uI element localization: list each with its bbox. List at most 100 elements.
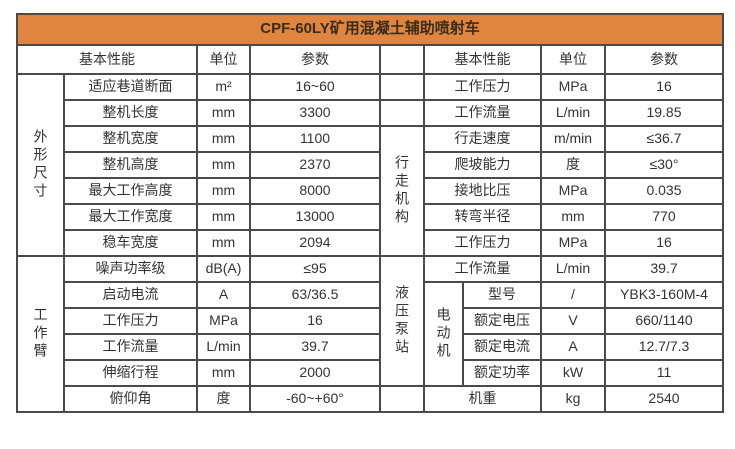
name-cell: 噪声功率级 [63, 255, 198, 283]
param-cell: 8000 [249, 177, 381, 205]
spacer-cell [379, 44, 425, 75]
name-cell: 额定电流 [462, 333, 542, 361]
name-cell: 适应巷道断面 [63, 73, 198, 101]
param-cell: 0.035 [604, 177, 724, 205]
unit-cell: A [196, 281, 251, 309]
header-unit-right: 单位 [540, 44, 606, 75]
name-cell: 整机高度 [63, 151, 198, 179]
param-cell: 3300 [249, 99, 381, 127]
param-cell: 16~60 [249, 73, 381, 101]
header-perf-right: 基本性能 [423, 44, 542, 75]
page-title: CPF-60LY矿用混凝土辅助喷射车 [16, 13, 724, 46]
unit-cell: mm [196, 125, 251, 153]
param-cell: 660/1140 [604, 307, 724, 335]
param-cell: 13000 [249, 203, 381, 231]
table-row: 最大工作宽度 mm 13000 转弯半径 mm 770 [17, 203, 724, 231]
param-cell: 2000 [249, 359, 381, 387]
param-cell: ≤95 [249, 255, 381, 283]
unit-cell: L/min [196, 333, 251, 361]
param-cell: ≤36.7 [604, 125, 724, 153]
group-label-dimensions: 外形尺寸 [16, 73, 65, 257]
unit-cell: mm [196, 151, 251, 179]
table-row: 整机长度 mm 3300 工作流量 L/min 19.85 [17, 99, 724, 127]
table-row: 工作臂 噪声功率级 dB(A) ≤95 液压泵站 工作流量 L/min 39.7 [16, 255, 724, 413]
name-cell: 工作压力 [63, 307, 198, 335]
param-cell: 11 [604, 359, 724, 387]
table-row: 最大工作高度 mm 8000 接地比压 MPa 0.035 [17, 177, 724, 205]
table-row: 伸缩行程 mm 2000 额定功率 kW 11 [17, 359, 724, 387]
table-row: 整机高度 mm 2370 爬坡能力 度 ≤30° [17, 151, 724, 179]
name-cell: 工作流量 [423, 99, 542, 127]
group-label-pump: 液压泵站 [379, 255, 425, 387]
header-param-left: 参数 [249, 44, 381, 75]
table-row: 整机宽度 mm 1100 行走机构 行走速度 m/min ≤36.7 [17, 125, 724, 257]
name-cell: 伸缩行程 [63, 359, 198, 387]
param-cell: 2094 [249, 229, 381, 257]
column-header-row: 基本性能 单位 参数 基本性能 单位 参数 [16, 44, 724, 75]
title-bar: CPF-60LY矿用混凝土辅助喷射车 [16, 13, 724, 46]
table-row: 启动电流 A 63/36.5 电动机 型号 / YBK3-160M-4 [17, 281, 724, 387]
unit-cell: MPa [540, 73, 606, 101]
param-cell: 39.7 [604, 255, 724, 283]
param-cell: 16 [249, 307, 381, 335]
name-cell: 转弯半径 [423, 203, 542, 231]
header-param-right: 参数 [604, 44, 724, 75]
unit-cell: mm [196, 229, 251, 257]
name-cell: 行走速度 [423, 125, 542, 153]
unit-cell: mm [196, 177, 251, 205]
name-cell: 整机长度 [63, 99, 198, 127]
unit-cell: mm [196, 99, 251, 127]
name-cell: 工作流量 [423, 255, 542, 283]
name-cell: 启动电流 [63, 281, 198, 309]
name-cell: 工作流量 [63, 333, 198, 361]
unit-cell: L/min [540, 99, 606, 127]
param-cell: 16 [604, 73, 724, 101]
group-label-motor: 电动机 [423, 281, 464, 387]
param-cell: YBK3-160M-4 [604, 281, 724, 309]
unit-cell: MPa [540, 177, 606, 205]
param-cell: 1100 [249, 125, 381, 153]
name-cell: 额定电压 [462, 307, 542, 335]
unit-cell: 度 [540, 151, 606, 179]
name-cell: 额定功率 [462, 359, 542, 387]
param-cell: 12.7/7.3 [604, 333, 724, 361]
unit-cell: / [540, 281, 606, 309]
unit-cell: m² [196, 73, 251, 101]
table-row: 稳车宽度 mm 2094 工作压力 MPa 16 [17, 229, 724, 257]
group-label-travel: 行走机构 [379, 125, 425, 257]
name-cell: 机重 [423, 385, 542, 413]
unit-cell: L/min [540, 255, 606, 283]
name-cell: 最大工作高度 [63, 177, 198, 205]
unit-cell: dB(A) [196, 255, 251, 283]
name-cell: 整机宽度 [63, 125, 198, 153]
param-cell: ≤30° [604, 151, 724, 179]
unit-cell: kW [540, 359, 606, 387]
unit-cell: MPa [540, 229, 606, 257]
spacer-cell [379, 73, 425, 101]
name-cell: 俯仰角 [63, 385, 198, 413]
header-unit-left: 单位 [196, 44, 251, 75]
unit-cell: mm [540, 203, 606, 231]
unit-cell: A [540, 333, 606, 361]
param-cell: 63/36.5 [249, 281, 381, 309]
table-row: 工作压力 MPa 16 额定电压 V 660/1140 [17, 307, 724, 335]
param-cell: 2370 [249, 151, 381, 179]
spec-table: CPF-60LY矿用混凝土辅助喷射车 基本性能 单位 参数 基本性能 单位 参数… [16, 13, 724, 413]
name-cell: 接地比压 [423, 177, 542, 205]
table-row: 外形尺寸 适应巷道断面 m² 16~60 工作压力 MPa 16 [16, 73, 724, 257]
unit-cell: V [540, 307, 606, 335]
name-cell: 工作压力 [423, 73, 542, 101]
param-cell: 2540 [604, 385, 724, 413]
param-cell: -60~+60° [249, 385, 381, 413]
name-cell: 工作压力 [423, 229, 542, 257]
name-cell: 最大工作宽度 [63, 203, 198, 231]
param-cell: 39.7 [249, 333, 381, 361]
spacer-cell [379, 99, 425, 127]
param-cell: 16 [604, 229, 724, 257]
param-cell: 19.85 [604, 99, 724, 127]
name-cell: 爬坡能力 [423, 151, 542, 179]
name-cell: 稳车宽度 [63, 229, 198, 257]
unit-cell: 度 [196, 385, 251, 413]
header-perf-left: 基本性能 [16, 44, 198, 75]
table-row: 俯仰角 度 -60~+60° 机重 kg 2540 [17, 385, 724, 413]
